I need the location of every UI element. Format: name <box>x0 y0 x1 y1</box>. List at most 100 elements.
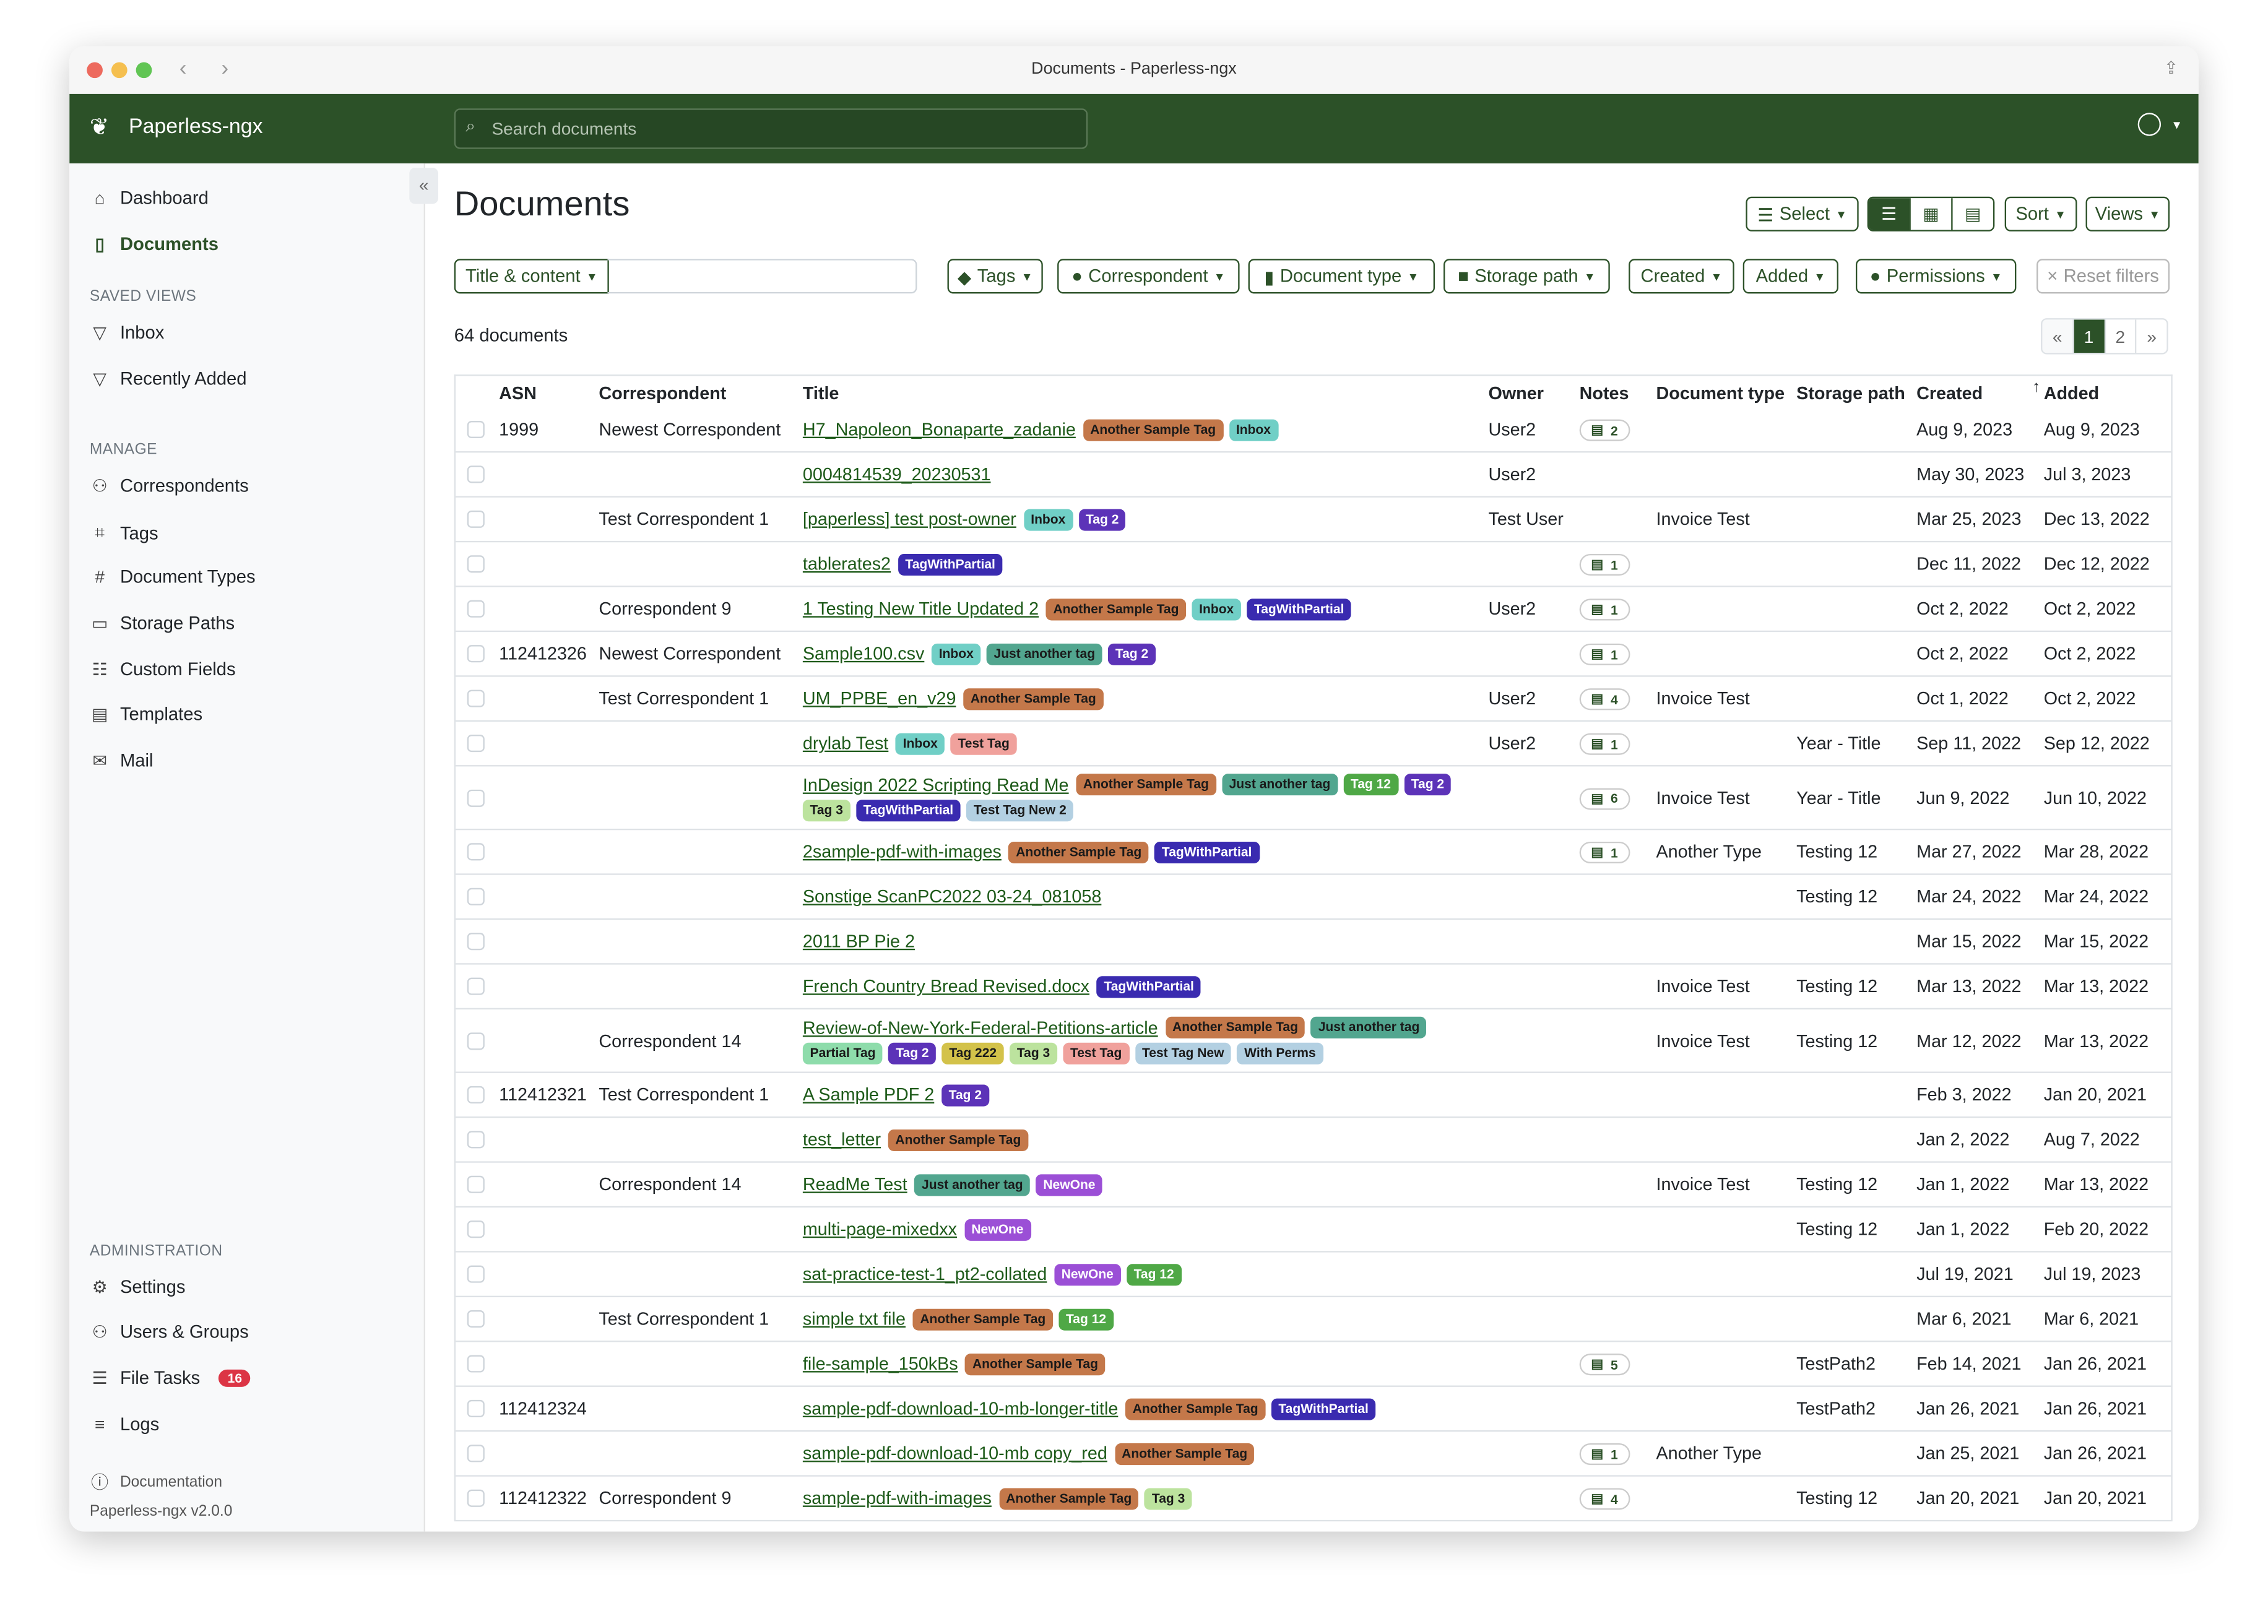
tag-badge[interactable]: Just another tag <box>1311 1016 1427 1039</box>
tag-badge[interactable]: Tag 3 <box>1010 1042 1057 1065</box>
notes-badge[interactable]: ▤ 5 <box>1579 1354 1630 1376</box>
back-icon[interactable]: ‹ <box>179 56 187 81</box>
row-checkbox[interactable] <box>467 977 485 995</box>
document-title-link[interactable]: Sonstige ScanPC2022 03-24_081058 <box>802 886 1102 907</box>
column-header-asn[interactable]: ASN <box>499 383 537 404</box>
document-title-link[interactable]: drylab Test <box>802 733 889 754</box>
row-checkbox[interactable] <box>467 1086 485 1104</box>
table-row[interactable]: drylab Test Inbox Test Tag User2 ▤ 1 Year - Ti… <box>456 722 2171 767</box>
sidebar-item-document-types[interactable]: # Document Types <box>90 567 255 587</box>
tag-badge[interactable]: Another Sample Tag <box>888 1128 1029 1151</box>
document-title-link[interactable]: sample-pdf-with-images <box>802 1488 992 1509</box>
table-row[interactable]: Test Correspondent 1 simple txt file Anoth… <box>456 1297 2171 1342</box>
row-checkbox[interactable] <box>467 1175 485 1193</box>
documentation-link[interactable]: ⓘ Documentation <box>90 1469 222 1494</box>
close-window-button[interactable] <box>87 62 103 79</box>
column-header-notes[interactable]: Notes <box>1579 383 1629 404</box>
tag-badge[interactable]: With Perms <box>1237 1042 1323 1065</box>
tag-badge[interactable]: TagWithPartial <box>1096 975 1201 998</box>
row-checkbox[interactable] <box>467 1310 485 1328</box>
document-title-link[interactable]: simple txt file <box>802 1308 906 1329</box>
tag-badge[interactable]: Test Tag New <box>1135 1042 1232 1065</box>
sort-dropdown[interactable]: Sort ▼ <box>2004 196 2077 231</box>
sidebar-item-correspondents[interactable]: ⚇ Correspondents <box>90 476 249 496</box>
table-row[interactable]: 1999 Newest Correspondent H7_Napoleon_Bona… <box>456 408 2171 453</box>
tag-badge[interactable]: Another Sample Tag <box>1165 1016 1305 1039</box>
document-title-link[interactable]: 1 Testing New Title Updated 2 <box>802 598 1039 620</box>
table-row[interactable]: Test Correspondent 1 [paperless] test pos… <box>456 498 2171 543</box>
row-checkbox[interactable] <box>467 735 485 753</box>
row-checkbox[interactable] <box>467 843 485 861</box>
notes-badge[interactable]: ▤ 4 <box>1579 1488 1630 1510</box>
tag-badge[interactable]: Test Tag <box>1063 1042 1129 1065</box>
document-title-link[interactable]: Review-of-New-York-Federal-Petitions-art… <box>802 1017 1158 1038</box>
view-table-icon[interactable]: ☰ <box>1869 198 1910 230</box>
row-checkbox[interactable] <box>467 1399 485 1417</box>
row-checkbox[interactable] <box>467 1032 485 1050</box>
document-title-link[interactable]: 2011 BP Pie 2 <box>802 931 915 952</box>
tag-badge[interactable]: Tag 2 <box>1078 508 1127 530</box>
tag-badge[interactable]: TagWithPartial <box>898 553 1003 575</box>
column-header-document-type[interactable]: Document type <box>1656 383 1785 404</box>
row-checkbox[interactable] <box>467 1445 485 1462</box>
notes-badge[interactable]: ▤ 1 <box>1579 1443 1630 1466</box>
pagination-prev[interactable]: « <box>2042 319 2072 353</box>
document-title-link[interactable]: sample-pdf-download-10-mb-longer-title <box>802 1398 1119 1419</box>
tags-filter-dropdown[interactable]: ◆ Tags ▼ <box>947 259 1043 294</box>
row-checkbox[interactable] <box>467 510 485 528</box>
notes-badge[interactable]: ▤ 1 <box>1579 841 1630 864</box>
tag-badge[interactable]: Tag 2 <box>1108 642 1156 665</box>
document-title-link[interactable]: ReadMe Test <box>802 1174 907 1195</box>
tag-badge[interactable]: Test Tag New 2 <box>966 800 1074 822</box>
tag-badge[interactable]: Tag 2 <box>888 1042 937 1065</box>
tag-badge[interactable]: Partial Tag <box>802 1042 883 1065</box>
row-checkbox[interactable] <box>467 600 485 618</box>
tag-badge[interactable]: NewOne <box>1036 1173 1103 1196</box>
table-row[interactable]: 2sample-pdf-with-images Another Sample Ta… <box>456 830 2171 875</box>
tag-badge[interactable]: NewOne <box>1054 1263 1121 1285</box>
row-checkbox[interactable] <box>467 933 485 951</box>
tag-badge[interactable]: Tag 12 <box>1343 774 1398 796</box>
tag-badge[interactable]: TagWithPartial <box>855 800 961 822</box>
tag-badge[interactable]: Another Sample Tag <box>963 688 1104 710</box>
maximize-window-button[interactable] <box>136 62 152 79</box>
collapse-sidebar-button[interactable]: « <box>409 168 439 204</box>
row-checkbox[interactable] <box>467 1131 485 1149</box>
sidebar-item-tags[interactable]: ⌗ Tags <box>90 522 158 544</box>
table-row[interactable]: InDesign 2022 Scripting Read Me Another S… <box>456 766 2171 831</box>
search-input[interactable]: ⌕ Search documents <box>454 108 1088 149</box>
row-checkbox[interactable] <box>467 420 485 439</box>
notes-badge[interactable]: ▤ 1 <box>1579 643 1630 665</box>
pagination-next[interactable]: » <box>2135 319 2167 353</box>
table-row[interactable]: file-sample_150kBs Another Sample Tag ▤ 5 Te… <box>456 1342 2171 1387</box>
sidebar-item-custom-fields[interactable]: ☷ Custom Fields <box>90 660 236 680</box>
tag-badge[interactable]: Another Sample Tag <box>1076 774 1216 796</box>
tag-badge[interactable]: TagWithPartial <box>1154 840 1260 863</box>
tag-badge[interactable]: Another Sample Tag <box>1125 1397 1266 1420</box>
row-checkbox[interactable] <box>467 1220 485 1238</box>
tag-badge[interactable]: Another Sample Tag <box>998 1487 1139 1510</box>
select-dropdown[interactable]: ☰ Select ▼ <box>1746 196 1859 231</box>
notes-badge[interactable]: ▤ 2 <box>1579 419 1630 441</box>
notes-badge[interactable]: ▤ 1 <box>1579 598 1630 621</box>
table-row[interactable]: Correspondent 14 Review-of-New-York-Feder… <box>456 1009 2171 1073</box>
tag-badge[interactable]: Inbox <box>1229 418 1278 441</box>
sidebar-item-recently-added[interactable]: ▽ Recently Added <box>90 369 246 389</box>
sidebar-item-mail[interactable]: ✉ Mail <box>90 751 153 771</box>
document-title-link[interactable]: file-sample_150kBs <box>802 1354 958 1374</box>
document-title-link[interactable]: A Sample PDF 2 <box>802 1084 935 1105</box>
document-title-link[interactable]: tablerates2 <box>802 553 891 574</box>
tag-badge[interactable]: TagWithPartial <box>1271 1397 1376 1420</box>
notes-badge[interactable]: ▤ 4 <box>1579 688 1630 710</box>
table-row[interactable]: French Country Bread Revised.docx TagWith… <box>456 965 2171 1010</box>
minimize-window-button[interactable] <box>111 62 128 79</box>
document-title-link[interactable]: InDesign 2022 Scripting Read Me <box>802 774 1069 795</box>
forward-icon[interactable]: › <box>221 56 229 81</box>
tag-badge[interactable]: Tag 3 <box>802 800 850 822</box>
document-title-link[interactable]: [paperless] test post-owner <box>802 509 1016 530</box>
sidebar-item-templates[interactable]: ▤ Templates <box>90 704 202 725</box>
table-row[interactable]: Correspondent 9 1 Testing New Title Updat… <box>456 587 2171 633</box>
table-row[interactable]: 2011 BP Pie 2 Mar 15, 2022 Mar 15, 2022 <box>456 920 2171 965</box>
table-row[interactable]: test_letter Another Sample Tag Jan 2, 2022… <box>456 1118 2171 1163</box>
document-title-link[interactable]: UM_PPBE_en_v29 <box>802 688 956 709</box>
